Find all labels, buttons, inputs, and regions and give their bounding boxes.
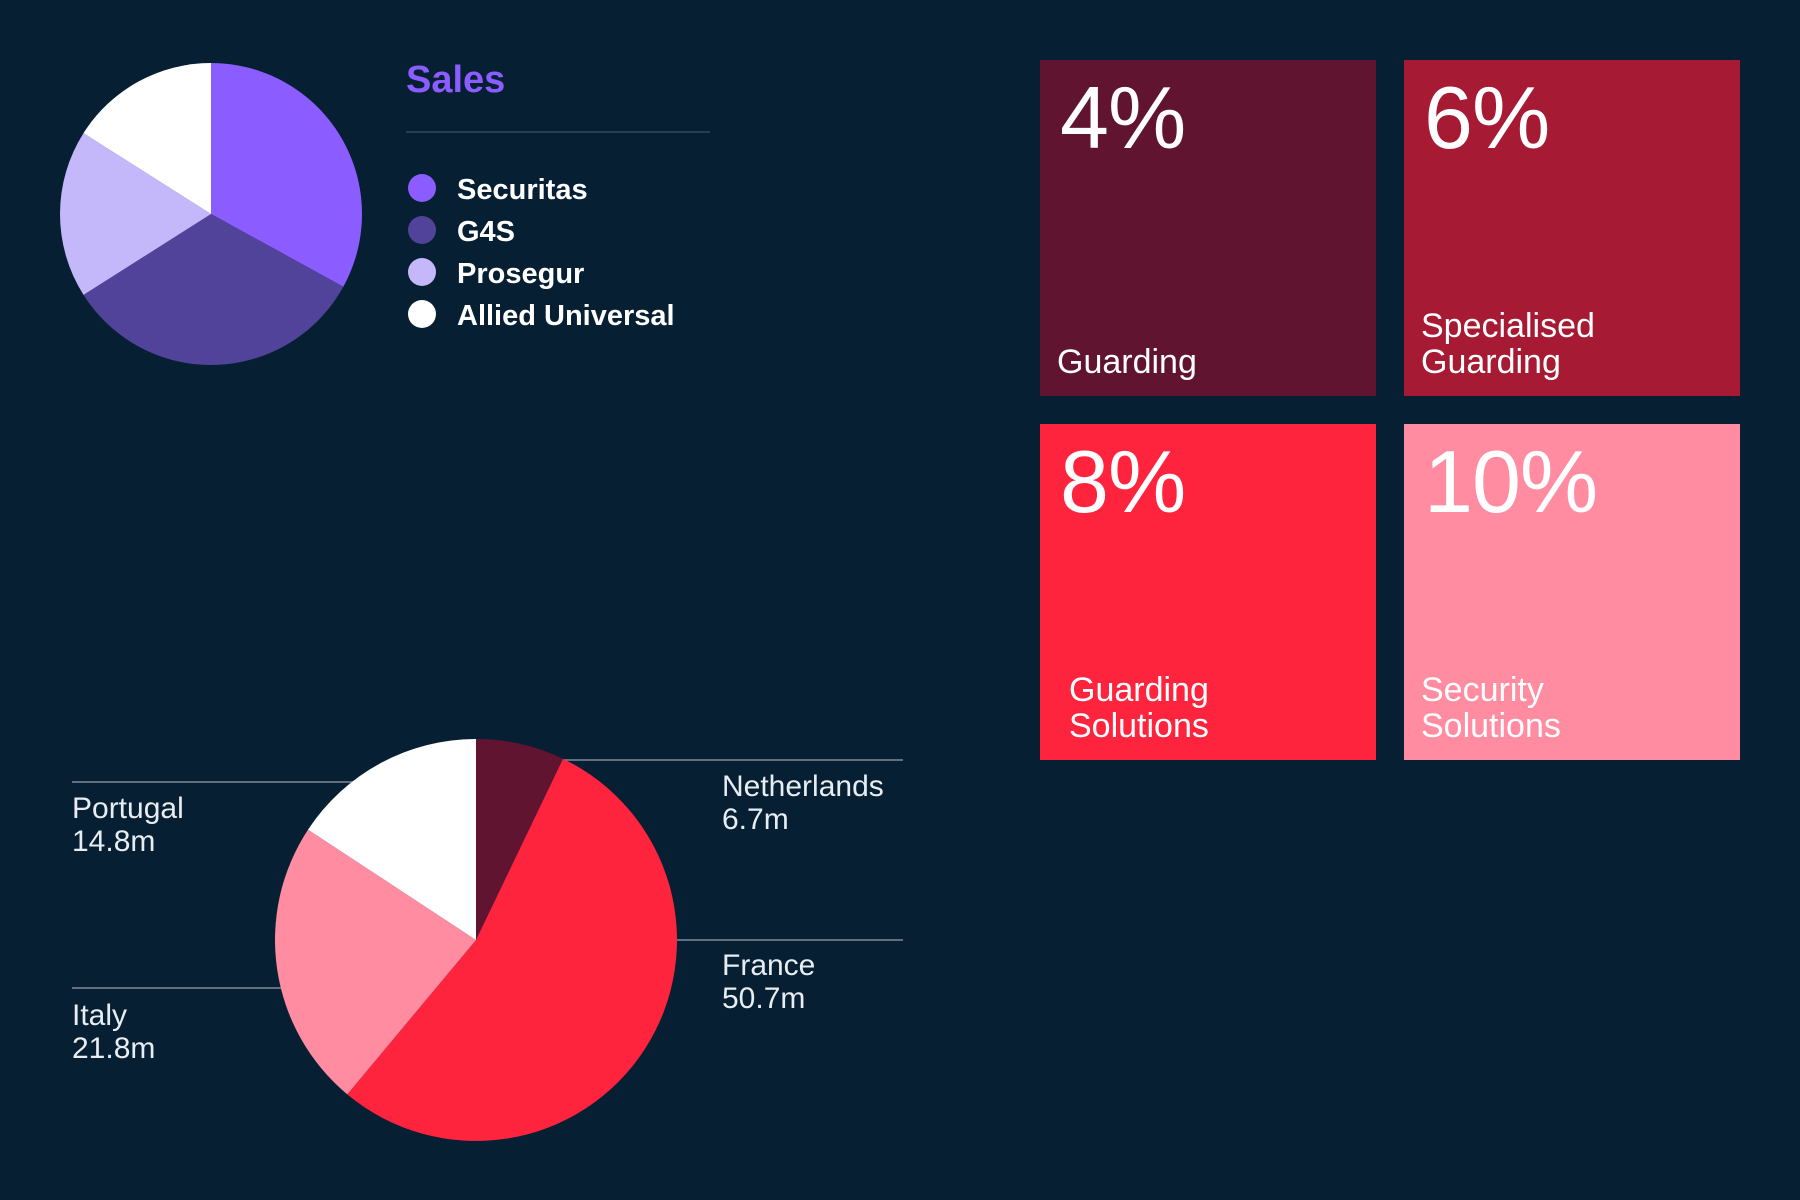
legend-item-g4s: G4S	[408, 216, 515, 248]
callout-category: Italy	[72, 999, 127, 1032]
tile-percent: 8%	[1060, 432, 1186, 531]
callout-category: Netherlands	[722, 770, 884, 803]
tile-specialised-guarding: 6% Specialised Guarding	[1404, 60, 1740, 396]
callout-value: 21.8m	[72, 1032, 155, 1065]
legend-item-prosegur: Prosegur	[408, 258, 584, 290]
callout-category: France	[722, 949, 815, 982]
tile-label-line: Specialised	[1421, 307, 1595, 346]
pie-slice-allied-universal	[83, 63, 211, 214]
tile-label-line: Solutions	[1421, 706, 1561, 745]
tile-label-line: Guarding	[1421, 342, 1561, 381]
callout-value: 50.7m	[722, 982, 805, 1015]
tile-guarding-solutions: 8% Guarding Solutions	[1040, 424, 1376, 760]
legend-label: Prosegur	[457, 258, 584, 290]
tile-label: Security Solutions	[1421, 671, 1721, 745]
tile-label: Guarding	[1057, 342, 1357, 381]
legend-item-allied-universal: Allied Universal	[408, 300, 675, 332]
sales-legend: Securitas G4S Prosegur Allied Universal	[408, 174, 675, 332]
tile-percent: 10%	[1424, 432, 1598, 531]
pie-slice-italy	[275, 829, 476, 1095]
legend-marker	[408, 300, 436, 328]
pie-slice-g4s	[83, 214, 344, 365]
tile-label: Guarding Solutions	[1069, 671, 1369, 745]
pie-slice-prosegur	[60, 133, 212, 295]
tile-label-line: Guarding	[1069, 671, 1209, 710]
callout-category: Portugal	[72, 792, 184, 825]
tile-label: Specialised Guarding	[1421, 307, 1721, 381]
tile-label-line: Guarding	[1057, 342, 1197, 381]
pie-slice-france	[347, 758, 677, 1141]
legend-marker	[408, 216, 436, 244]
tile-security-solutions: 10% Security Solutions	[1404, 424, 1740, 760]
pie-slice-securitas	[211, 63, 362, 287]
country-pie-chart	[275, 738, 677, 1141]
callout-value: 6.7m	[722, 803, 789, 836]
legend-marker	[408, 174, 436, 202]
legend-label: Allied Universal	[457, 300, 675, 332]
tile-label-line: Security	[1421, 671, 1544, 710]
tile-label-line: Solutions	[1069, 706, 1209, 745]
legend-item-securitas: Securitas	[408, 174, 588, 206]
legend-marker	[408, 258, 436, 286]
callout-value: 14.8m	[72, 825, 155, 858]
pie-slice-netherlands	[476, 739, 564, 940]
legend-label: G4S	[457, 216, 515, 248]
tile-guarding: 4% Guarding	[1040, 60, 1376, 396]
sales-chart-title: Sales	[406, 59, 505, 101]
pie-slice-portugal	[308, 738, 476, 940]
legend-label: Securitas	[457, 174, 588, 206]
tile-percent: 4%	[1060, 68, 1186, 167]
tile-percent: 6%	[1424, 68, 1550, 167]
sales-pie-chart	[60, 63, 362, 365]
country-leader-lines	[72, 759, 903, 989]
